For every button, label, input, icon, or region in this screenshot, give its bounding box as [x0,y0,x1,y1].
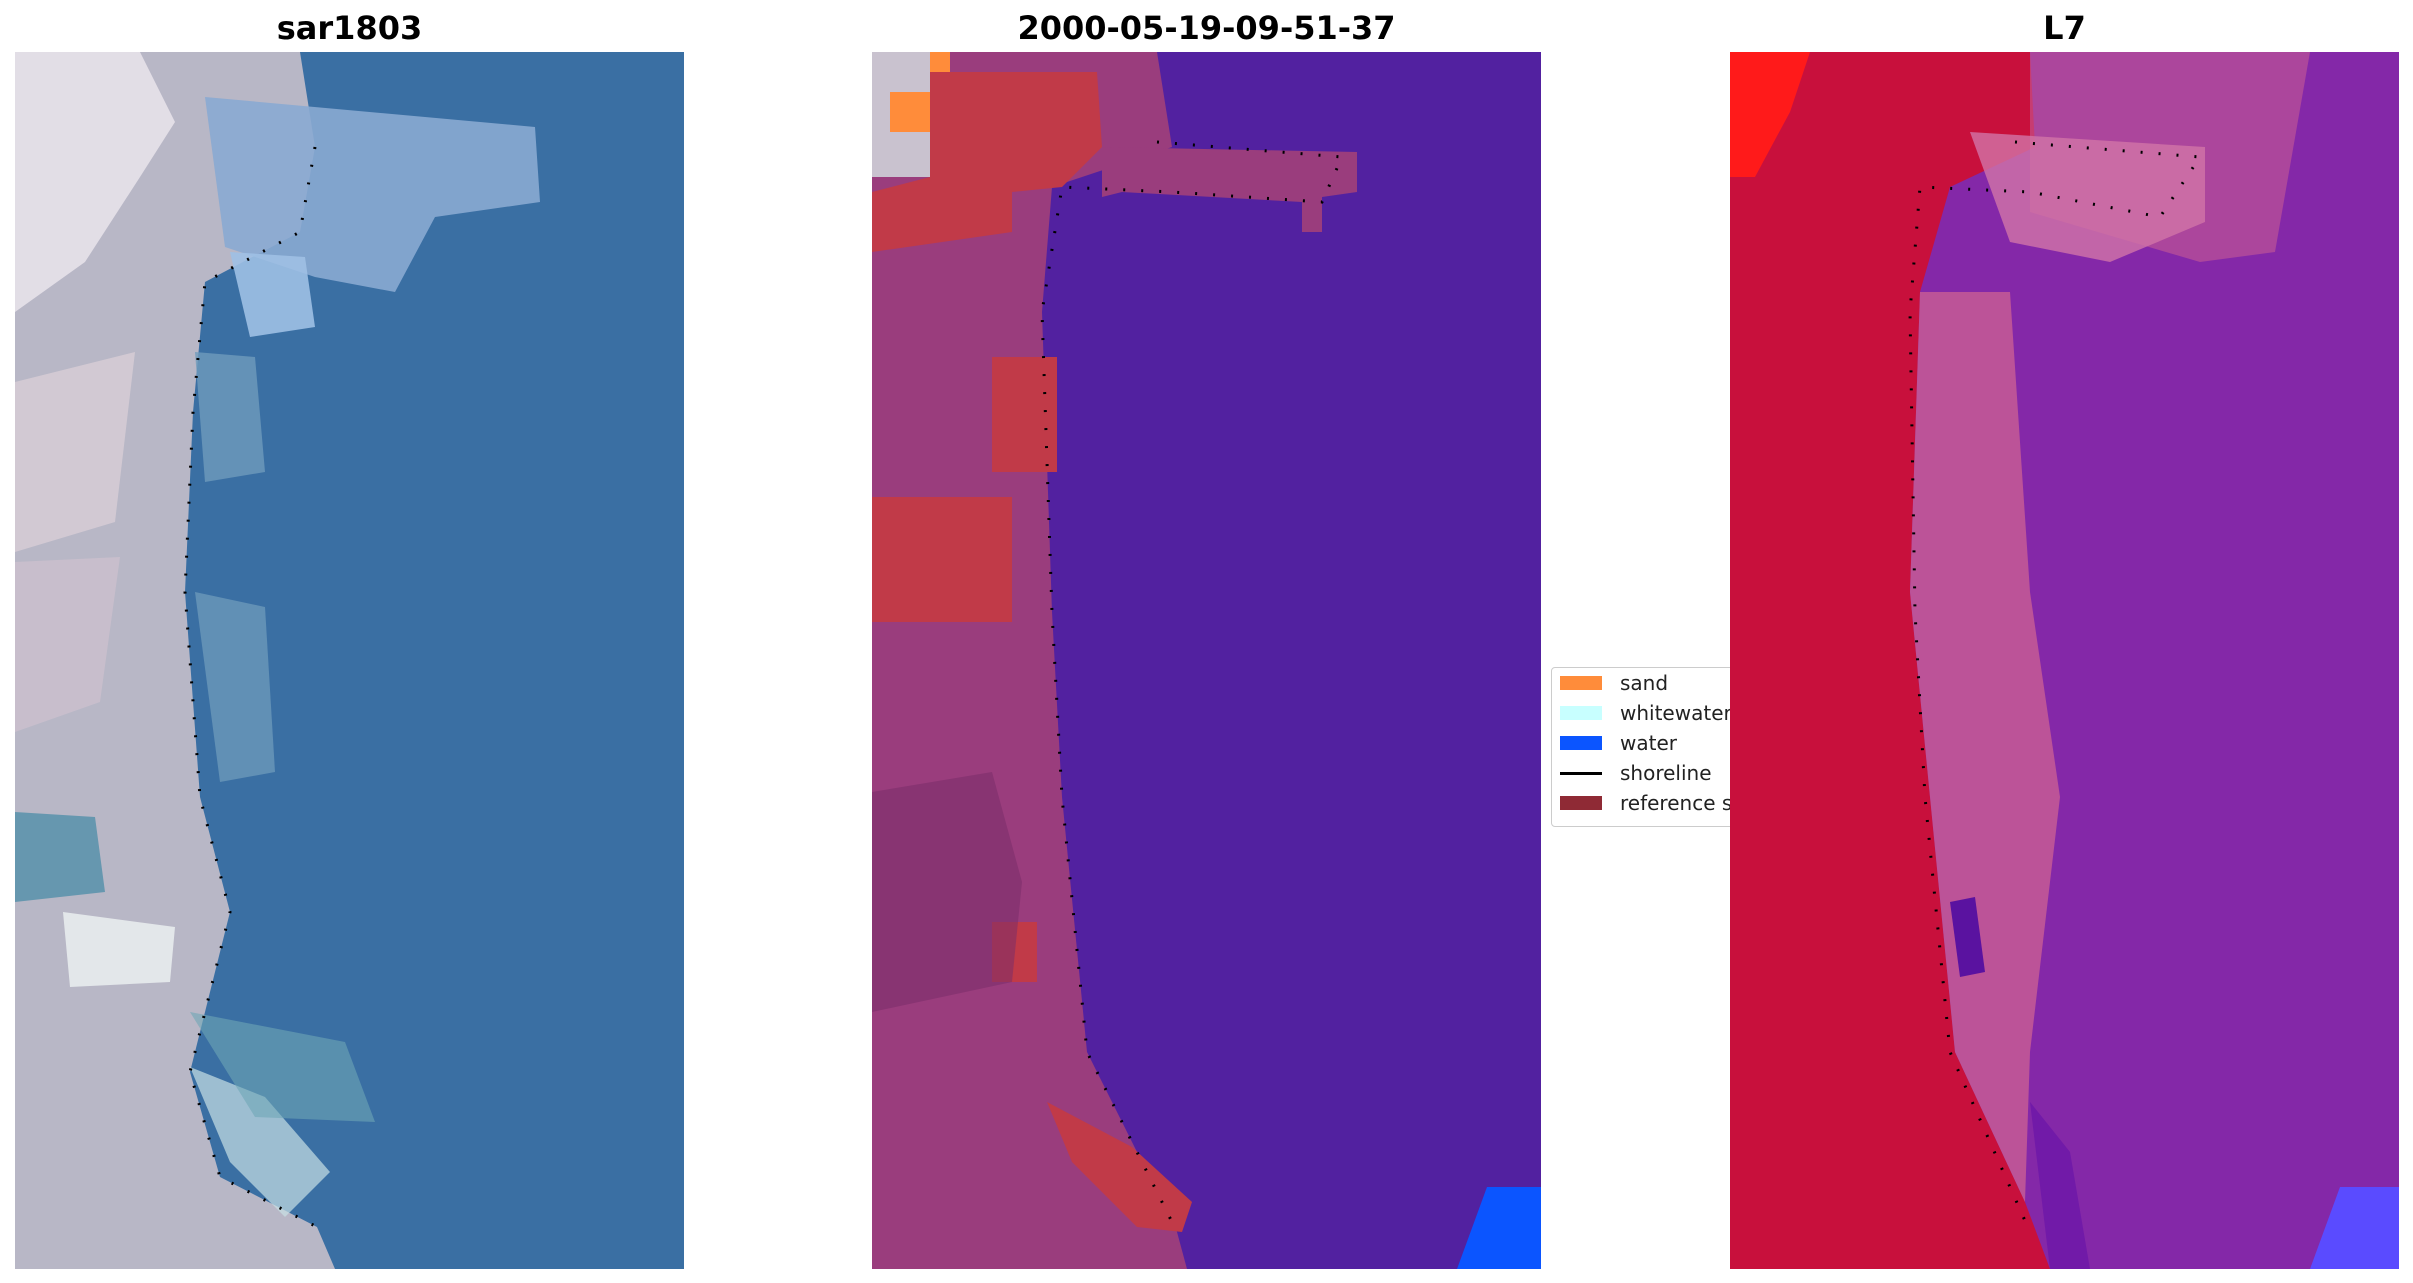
shoreline-line-icon [1560,772,1602,775]
reference-buffer-swatch-icon [1560,796,1602,810]
legend-label-sand: sand [1620,671,1669,695]
legend-label-shoreline: shoreline [1620,761,1712,785]
classification-panel [872,52,1541,1269]
panel-title-classification: 2000-05-19-09-51-37 [1017,9,1396,47]
legend-item-reference-shoreline-buffer: reference shoreline buffer [1552,790,1879,816]
legend-label-whitewater: whitewater [1620,701,1732,725]
whitewater-swatch-icon [1560,706,1602,720]
legend: sand whitewater water shoreline referenc… [1551,667,1879,827]
legend-item-sand: sand [1552,670,1742,696]
classified-image [872,52,1541,1269]
false-color-panel [1730,52,2399,1269]
legend-label-water: water [1620,731,1677,755]
legend-item-shoreline: shoreline [1552,760,1742,786]
legend-item-whitewater: whitewater [1552,700,1742,726]
sand-swatch-icon [1560,676,1602,690]
panel-title-rgb: sar1803 [276,9,423,47]
rgb-image-panel [15,52,684,1269]
panel-title-false-color: L7 [2043,9,2086,47]
false-color-image [1730,52,2399,1269]
water-swatch-icon [1560,736,1602,750]
rgb-image [15,52,684,1269]
detected-shoreline [1040,140,1345,1233]
legend-item-water: water [1552,730,1742,756]
